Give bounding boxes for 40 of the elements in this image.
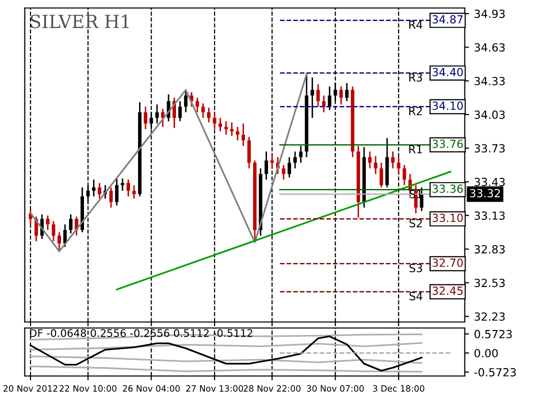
ref-line-label: S3 xyxy=(410,264,422,272)
annotation: 34.10 xyxy=(432,102,463,110)
x-tick-label: 26 Nov 04:00 xyxy=(122,385,180,392)
ref-line-label: S4 xyxy=(410,292,422,300)
annotation: 33.36 xyxy=(432,184,463,193)
line-series xyxy=(30,73,308,252)
y-tick-label: 32.53 xyxy=(474,278,505,288)
x-tick-label: 22 Nov 10:00 xyxy=(60,385,116,392)
y-tick-label: 32.23 xyxy=(474,312,505,321)
annotation: 32.70 xyxy=(432,258,463,267)
y-tick-label: 0.00 xyxy=(474,348,498,358)
line-series xyxy=(30,356,422,364)
annotation: 34.40 xyxy=(432,68,463,76)
ref-line-label: R1 xyxy=(409,145,422,154)
y-tick-label: -0.5723 xyxy=(474,368,516,376)
x-tick-label: 30 Nov 07:00 xyxy=(306,385,364,392)
ref-line-label: R3 xyxy=(409,73,422,82)
y-tick-label: 34.63 xyxy=(474,43,505,52)
annotation: 33.10 xyxy=(432,214,463,222)
y-tick-label: 0.5723 xyxy=(474,330,512,338)
y-tick-label: 34.03 xyxy=(474,110,505,119)
y-tick-label: 33.43 xyxy=(474,178,505,186)
ref-line-label: R2 xyxy=(409,106,422,116)
x-tick-label: 20 Nov 2012 xyxy=(4,385,58,392)
y-tick-label: 34.93 xyxy=(474,10,505,18)
x-tick-label: 27 Nov 13:00 xyxy=(186,385,244,392)
annotation: 33.32 xyxy=(470,188,500,198)
ref-line-label: S2 xyxy=(410,219,422,228)
x-tick-label: 3 Dec 18:00 xyxy=(373,385,424,392)
y-tick-label: 34.33 xyxy=(474,76,505,86)
line-series xyxy=(30,342,422,350)
annotation: 32.45 xyxy=(432,286,463,295)
chart-title: SILVER H1 xyxy=(30,14,129,28)
x-tick-label: 28 Nov 22:00 xyxy=(244,385,301,392)
annotation: 34.87 xyxy=(432,15,463,24)
annotation: 33.76 xyxy=(432,140,463,148)
y-tick-label: 32.83 xyxy=(474,245,505,254)
y-tick-label: 33.73 xyxy=(474,144,505,153)
y-tick-label: 33.13 xyxy=(474,211,505,220)
ref-line-label: R4 xyxy=(409,20,422,29)
